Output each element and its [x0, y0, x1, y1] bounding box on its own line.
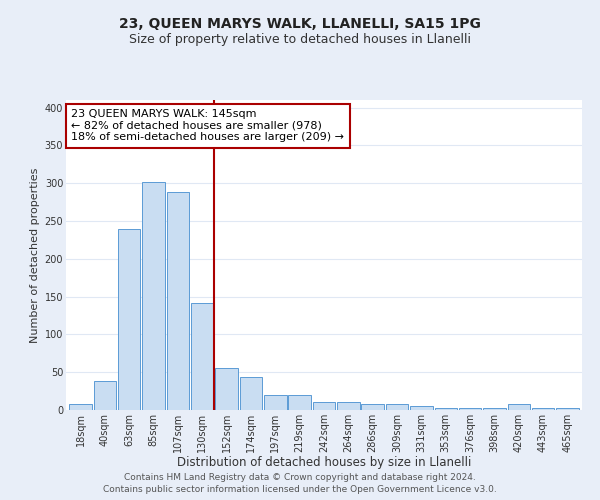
Bar — [410, 406, 433, 410]
Bar — [289, 395, 311, 410]
Bar — [240, 378, 262, 410]
Bar — [556, 408, 578, 410]
Text: Contains HM Land Registry data © Crown copyright and database right 2024.: Contains HM Land Registry data © Crown c… — [124, 473, 476, 482]
Bar — [94, 382, 116, 410]
Bar — [532, 408, 554, 410]
Bar — [459, 408, 481, 410]
Text: Contains public sector information licensed under the Open Government Licence v3: Contains public sector information licen… — [103, 486, 497, 494]
Bar — [386, 404, 408, 410]
Bar — [142, 182, 165, 410]
Bar — [191, 302, 214, 410]
Bar — [508, 404, 530, 410]
Bar — [483, 408, 506, 410]
Bar — [215, 368, 238, 410]
Bar — [313, 402, 335, 410]
Bar — [70, 404, 92, 410]
X-axis label: Distribution of detached houses by size in Llanelli: Distribution of detached houses by size … — [177, 456, 471, 469]
Bar — [434, 408, 457, 410]
Text: 23, QUEEN MARYS WALK, LLANELLI, SA15 1PG: 23, QUEEN MARYS WALK, LLANELLI, SA15 1PG — [119, 18, 481, 32]
Bar — [337, 402, 359, 410]
Bar — [264, 395, 287, 410]
Y-axis label: Number of detached properties: Number of detached properties — [31, 168, 40, 342]
Text: 23 QUEEN MARYS WALK: 145sqm
← 82% of detached houses are smaller (978)
18% of se: 23 QUEEN MARYS WALK: 145sqm ← 82% of det… — [71, 110, 344, 142]
Text: Size of property relative to detached houses in Llanelli: Size of property relative to detached ho… — [129, 32, 471, 46]
Bar — [361, 404, 384, 410]
Bar — [167, 192, 189, 410]
Bar — [118, 228, 140, 410]
